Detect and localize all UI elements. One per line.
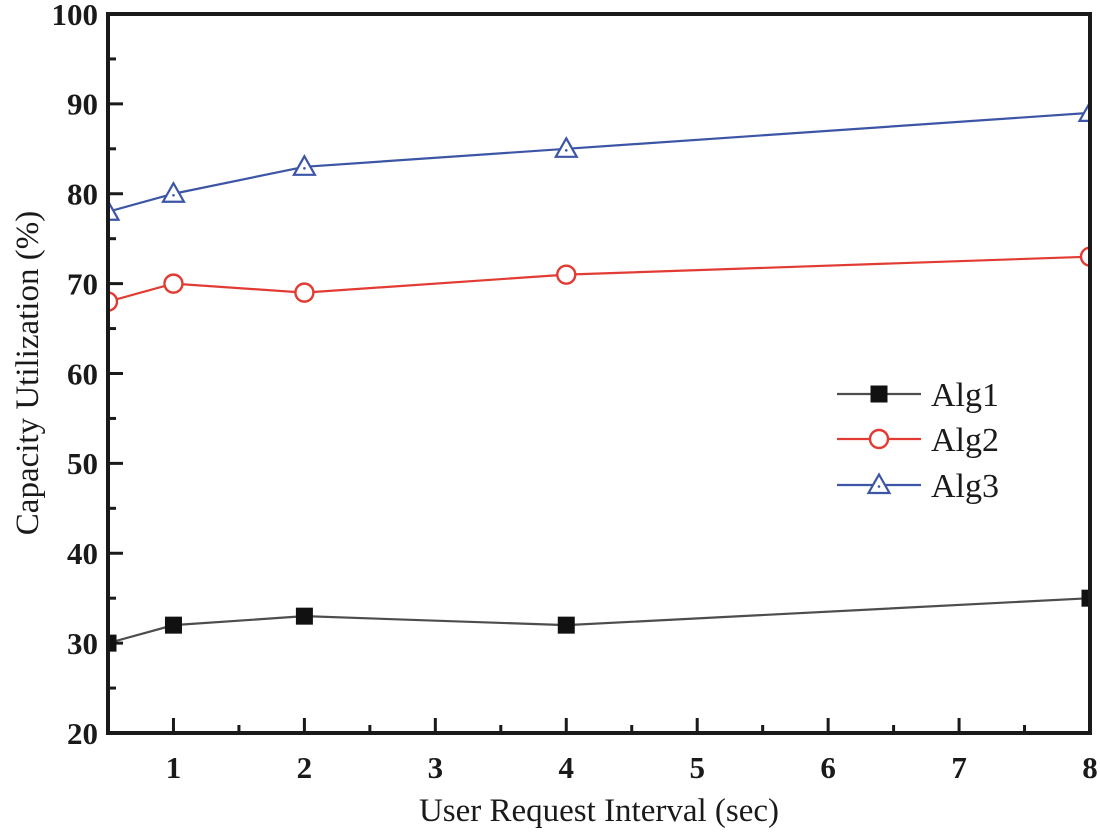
data-point-alg3	[553, 136, 579, 158]
square-marker-shape	[108, 634, 117, 652]
triangle-marker-shape	[292, 154, 317, 176]
triangle-marker-shape	[161, 181, 186, 203]
y-axis-title: Capacity Utilization (%)	[10, 211, 46, 535]
legend-marker-alg1	[870, 385, 888, 403]
tick-labels: 1 2 3 4 5 6 7 8 20 30 40 50 60 70 80 90 100	[52, 0, 1098, 785]
y-tick-label: 90	[67, 87, 98, 122]
y-tick-label: 40	[67, 536, 98, 571]
legend: Alg1 Alg2 Alg3	[837, 377, 999, 505]
x-tick-label: 7	[951, 750, 967, 785]
series-line-alg3	[108, 111, 1090, 213]
data-point-alg1	[1081, 589, 1090, 607]
axis-ticks	[108, 12, 1092, 735]
y-tick-label: 20	[67, 716, 98, 751]
square-marker-shape	[1081, 589, 1090, 607]
triangle-center-dot	[172, 193, 175, 197]
square-marker-shape	[295, 607, 313, 625]
x-tick-label: 2	[297, 750, 313, 785]
y-tick-label: 30	[67, 626, 98, 661]
data-point-alg3	[161, 181, 186, 203]
x-tick-label: 6	[820, 750, 836, 785]
data-series-layer	[108, 100, 1090, 652]
legend-label-alg1: Alg1	[931, 377, 999, 414]
y-tick-label: 80	[67, 177, 98, 212]
y-tick-label: 70	[67, 266, 98, 301]
square-marker-shape	[870, 385, 888, 403]
data-point-alg2	[556, 264, 577, 285]
triangle-marker-shape	[108, 198, 121, 221]
data-point-alg2	[108, 291, 119, 312]
data-point-alg1	[108, 634, 117, 652]
data-point-alg1	[164, 616, 182, 634]
triangle-center-dot	[877, 485, 881, 488]
circle-marker-shape	[1079, 246, 1090, 267]
triangle-marker-shape	[866, 472, 892, 495]
x-tick-label: 1	[166, 750, 182, 785]
data-point-alg2	[1079, 246, 1090, 267]
data-point-alg1	[557, 616, 575, 634]
series-line-alg1	[108, 597, 1090, 645]
circle-marker-shape	[556, 264, 577, 285]
legend-item-alg1: Alg1	[837, 377, 999, 414]
series-alg2	[108, 246, 1090, 312]
circle-marker-shape	[163, 273, 184, 294]
legend-label-alg3: Alg3	[931, 468, 999, 505]
series-alg1	[108, 589, 1090, 652]
data-point-alg2	[163, 273, 184, 294]
square-marker-shape	[164, 616, 182, 634]
legend-item-alg3: Alg3	[837, 468, 999, 505]
data-point-alg3	[292, 154, 317, 176]
circle-marker-shape	[868, 428, 890, 450]
data-point-alg2	[294, 282, 315, 303]
series-alg3	[108, 100, 1090, 221]
legend-label-alg2: Alg2	[931, 422, 999, 459]
triangle-marker-shape	[1077, 100, 1090, 122]
circle-marker-shape	[108, 291, 119, 312]
x-tick-label: 3	[428, 750, 444, 785]
y-tick-label: 50	[67, 446, 98, 481]
x-axis-title: User Request Interval (sec)	[419, 793, 779, 829]
triangle-center-dot	[303, 166, 306, 170]
circle-marker-shape	[294, 282, 315, 303]
y-tick-label: 60	[67, 356, 98, 391]
legend-item-alg2: Alg2	[837, 422, 999, 459]
triangle-marker-shape	[553, 136, 579, 158]
x-tick-label: 5	[689, 750, 705, 785]
data-point-alg1	[295, 607, 313, 625]
plot-border	[106, 12, 1092, 735]
legend-marker-alg3	[866, 472, 892, 495]
triangle-center-dot	[564, 149, 568, 152]
x-tick-label: 8	[1082, 750, 1098, 785]
square-marker-shape	[557, 616, 575, 634]
series-line-alg2	[108, 255, 1090, 303]
x-tick-label: 4	[559, 750, 575, 785]
legend-marker-alg2	[868, 428, 890, 450]
y-tick-label: 100	[52, 0, 99, 32]
